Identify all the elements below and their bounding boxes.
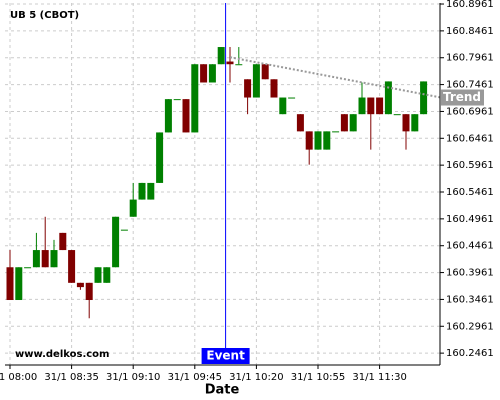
y-tick-label: 160.8961 [446,0,494,10]
candle-body [252,64,260,98]
candle-body [59,232,67,251]
candle-body [164,99,172,133]
candle-body [296,114,304,132]
y-tick-label: 160.6461 [446,133,494,144]
y-tick-label: 160.2461 [446,348,494,359]
candle-body [200,64,208,83]
candle-body [349,114,357,132]
y-tick-label: 160.3461 [446,294,494,305]
candle-body [305,131,313,150]
candle-body [314,131,322,150]
x-tick-label: 31/1 09:45 [168,372,222,383]
candle-body [182,99,190,133]
y-tick-label: 160.3961 [446,268,494,279]
candle-body [103,267,111,283]
candle-body [6,267,14,301]
candle-body [420,81,428,115]
candle-body [94,267,102,283]
y-tick-label: 160.7461 [446,80,494,91]
candle-body [129,199,137,217]
y-tick-label: 160.4961 [446,214,494,225]
x-tick-label: 31/1 08:00 [0,372,37,383]
candle-body [261,64,269,80]
x-tick-label: 31/1 08:35 [44,372,98,383]
candle-body [208,64,216,83]
chart-title: UB 5 (CBOT) [10,10,79,21]
candle-body [332,131,340,133]
candle-body [323,131,331,150]
x-tick-label: 31/1 09:10 [106,372,160,383]
candle-body [235,64,243,66]
event-label-box [201,348,250,364]
x-tick-label: 31/1 11:30 [352,372,406,383]
candle-body [288,97,296,99]
candle-body [217,47,225,65]
plot [6,3,442,348]
candle-body [358,97,366,115]
candle-body [32,250,40,268]
candle-body [226,61,234,65]
trend-label: Trend [443,90,481,104]
candle-body [270,79,278,98]
event-label: Event [206,349,245,363]
trend-label-box [441,89,484,106]
candle-body [50,250,58,268]
grid [5,3,440,365]
candle-body [402,114,410,132]
candle-body [120,229,128,231]
candle-body [24,267,32,269]
x-tick-label: 31/1 10:55 [291,372,345,383]
candle-body [76,282,84,288]
candle-body [173,99,181,101]
x-axis-title: Date [205,383,240,398]
y-tick-label: 160.7961 [446,53,494,64]
y-tick-label: 160.8461 [446,26,494,37]
y-tick-label: 160.5461 [446,187,494,198]
candle-body [279,97,287,115]
watermark: www.delkos.com [15,349,109,360]
candle-body [112,216,120,268]
candle-body [138,182,146,200]
candle-body [41,250,49,268]
candle-body [340,114,348,132]
candle-body [85,282,93,301]
candle-body [367,97,375,115]
candle-body [376,97,384,115]
candle-body [156,132,164,183]
y-tick-label: 160.5961 [446,160,494,171]
y-tick-label: 160.4461 [446,241,494,252]
candle-body [393,114,401,116]
candle-body [384,81,392,115]
candle-body [68,250,76,283]
candle-body [147,182,155,200]
candle-body [244,79,252,98]
y-tick-label: 160.6961 [446,106,494,117]
candle-body [191,64,199,133]
candle-body [411,114,419,132]
y-tick-label: 160.2961 [446,321,494,332]
x-tick-label: 31/1 10:20 [229,372,283,383]
candle-body [15,267,23,301]
